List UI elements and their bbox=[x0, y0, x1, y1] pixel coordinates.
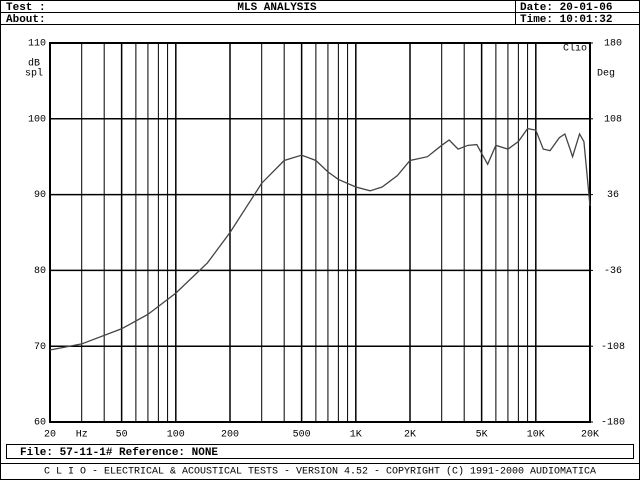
x-tick-label: 2K bbox=[404, 430, 416, 441]
time: Time: 10:01:32 bbox=[520, 14, 612, 26]
y-tick-label: 110 bbox=[28, 39, 46, 50]
test-label: Test : bbox=[6, 2, 46, 14]
y2-tick-label: -180 bbox=[601, 418, 625, 429]
y2-axis-label: Deg bbox=[597, 69, 615, 80]
file-box bbox=[6, 444, 634, 459]
annotation: Clio bbox=[563, 43, 587, 55]
y2-tick-label: 180 bbox=[604, 39, 622, 50]
file-label: File: 57-11-1# Reference: NONE bbox=[20, 447, 218, 459]
response-curve bbox=[49, 127, 591, 351]
about-label: About: bbox=[6, 14, 46, 26]
y-axis-label: dB bbox=[28, 58, 40, 70]
y2-tick-label: -108 bbox=[601, 342, 625, 353]
y-tick-label: 70 bbox=[34, 342, 46, 353]
date: Date: 20-01-06 bbox=[520, 2, 612, 14]
x-tick-label: 1K bbox=[350, 430, 362, 441]
x-tick-label: 10K bbox=[527, 430, 545, 441]
title: MLS ANALYSIS bbox=[237, 2, 317, 14]
x-tick-label: 20 bbox=[44, 430, 56, 441]
y2-tick-label: -36 bbox=[604, 266, 622, 277]
credits: C L I O - ELECTRICAL & ACOUSTICAL TESTS … bbox=[44, 466, 596, 478]
y-tick-label: 100 bbox=[28, 114, 46, 125]
y-axis-label: spl bbox=[25, 68, 43, 80]
x-tick-label: 5K bbox=[476, 430, 488, 441]
x-unit-label: Hz bbox=[76, 430, 88, 441]
x-tick-label: 100 bbox=[167, 430, 185, 441]
plot-border bbox=[49, 42, 591, 423]
y-tick-label: 60 bbox=[34, 418, 46, 429]
y2-tick-label: 108 bbox=[604, 114, 622, 125]
x-tick-label: 500 bbox=[293, 430, 311, 441]
y2-tick-label: 36 bbox=[607, 190, 619, 201]
x-tick-label: 200 bbox=[221, 430, 239, 441]
y-tick-label: 80 bbox=[34, 266, 46, 277]
x-tick-label: 50 bbox=[116, 430, 128, 441]
x-tick-label: 20K bbox=[581, 430, 599, 441]
plot: 20 50 100 200 500 1K 2K 5K 10K 20K 60 70 80 90 100 110 -… bbox=[25, 39, 625, 441]
y-tick-label: 90 bbox=[34, 190, 46, 201]
